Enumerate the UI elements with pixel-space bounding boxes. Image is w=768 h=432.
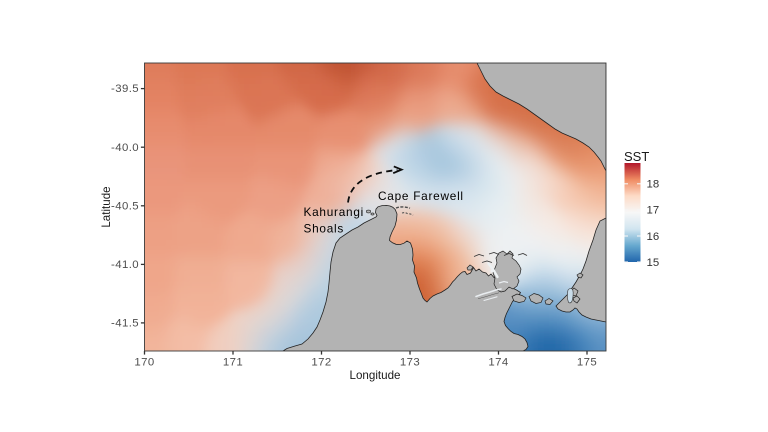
svg-text:Longitude: Longitude bbox=[350, 369, 401, 382]
svg-text:170: 170 bbox=[134, 357, 154, 369]
svg-text:-40.5: -40.5 bbox=[111, 200, 139, 212]
svg-text:Latitude: Latitude bbox=[100, 186, 113, 227]
svg-text:172: 172 bbox=[311, 357, 331, 369]
svg-text:-40.0: -40.0 bbox=[111, 142, 139, 154]
svg-text:SST: SST bbox=[624, 149, 649, 164]
svg-text:17: 17 bbox=[647, 205, 660, 217]
svg-text:Shoals: Shoals bbox=[304, 221, 345, 235]
svg-text:Kahurangi: Kahurangi bbox=[304, 205, 365, 219]
svg-text:15: 15 bbox=[647, 257, 660, 269]
svg-text:-41.0: -41.0 bbox=[111, 259, 139, 271]
svg-text:173: 173 bbox=[400, 357, 420, 369]
svg-text:175: 175 bbox=[577, 357, 597, 369]
svg-text:-41.5: -41.5 bbox=[111, 318, 139, 330]
svg-text:16: 16 bbox=[647, 231, 660, 243]
svg-text:18: 18 bbox=[647, 179, 660, 191]
svg-text:174: 174 bbox=[488, 357, 508, 369]
svg-text:-39.5: -39.5 bbox=[111, 83, 139, 95]
svg-text:Cape Farewell: Cape Farewell bbox=[378, 189, 464, 203]
svg-text:171: 171 bbox=[223, 357, 243, 369]
